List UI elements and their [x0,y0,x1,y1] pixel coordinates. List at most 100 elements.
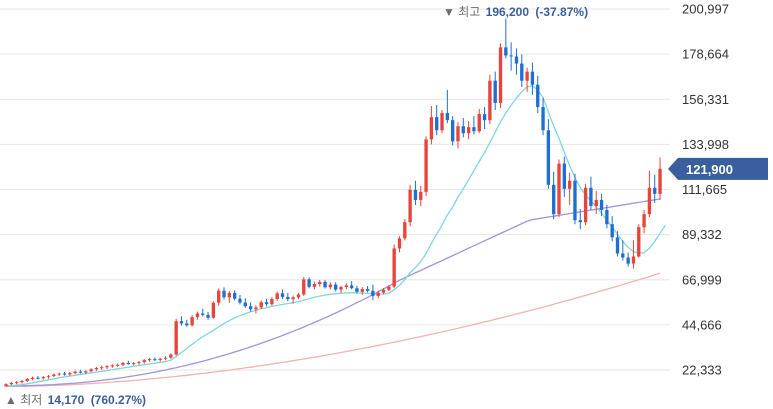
candle-body [275,293,279,299]
candle-body [142,360,146,363]
candle-body [615,237,620,254]
low-marker-prefix: ▲ 최저 [5,393,42,407]
candle [243,298,247,308]
candle [557,159,561,218]
candle-body [153,359,157,361]
candle-body [371,290,375,296]
candle-body [259,302,263,308]
candle-body [84,371,88,373]
candle-body [100,367,104,369]
candle [498,43,503,109]
candle [62,371,67,376]
candle [227,291,232,303]
candle-body [440,113,444,131]
candle [578,209,582,230]
candle [254,305,258,314]
candle [387,285,391,292]
candle [238,294,242,305]
candle-body [62,373,67,375]
candle [94,366,99,371]
candle [450,116,455,146]
candle-body [642,214,646,228]
candle [185,319,189,327]
candle [179,316,184,326]
candle [4,383,8,387]
candle [435,104,439,136]
current-price-badge-shape [668,157,768,180]
candle-body [302,279,306,295]
candle-body [9,382,13,385]
candle-body [68,373,72,375]
candle [248,302,253,312]
candle-body [573,180,577,221]
candle-body [647,187,652,215]
candle [126,360,130,365]
candle [482,106,487,130]
candle [472,116,476,135]
candle [599,193,604,217]
candle-body [94,368,99,370]
candle-body [73,371,77,374]
candle [344,283,348,290]
candle-body [653,187,657,194]
candle [461,118,465,138]
candle [610,216,614,242]
candle-body [557,163,561,215]
candle [291,295,295,304]
candle [46,374,51,379]
candle [514,48,519,75]
candle [605,204,609,229]
candle-body [131,363,136,365]
high-marker-value: 196,200 [486,5,530,19]
candle-body [450,120,455,142]
candle-body [25,378,29,381]
candle-body [365,289,370,291]
candle [530,62,535,95]
y-tick-label: 178,664 [682,47,729,62]
candle-body [291,297,295,300]
candle-body [552,184,556,215]
candle [536,75,540,114]
candle-body [637,227,641,257]
candle [413,180,418,205]
candle-body [397,238,402,249]
candle-body [658,168,662,194]
low-marker-value: 14,170 [48,393,85,407]
candle-body [115,364,120,366]
candle [589,176,593,211]
candle-body [334,284,338,290]
y-tick-label: 66,999 [682,272,722,287]
candle [169,353,173,359]
candle [100,365,104,370]
candle [30,376,35,381]
candle [270,297,274,306]
candle [163,356,168,361]
candle-body [387,286,391,290]
candle [339,285,343,293]
candle [131,361,136,366]
candle-body [461,126,465,134]
candle-body [541,106,545,131]
candle-body [589,187,593,206]
candle-body [286,296,290,300]
candle-body [509,55,513,57]
svg-text:▲ 최저 14,170 (760.2: ▲ 최저 14,170 (760.27%) [5,393,146,407]
candle [105,365,109,370]
candle-body [248,306,253,310]
high-marker-change: (-37.87%) [535,5,588,19]
candle-body [419,191,423,200]
candle-body [126,362,130,365]
candle-body [163,357,168,359]
candle [217,288,221,306]
candle [14,380,19,385]
candle-body [121,362,125,365]
candle-body [424,139,428,192]
candle-body [456,126,460,142]
candle [334,282,338,292]
candle-body [445,113,450,121]
candle [403,219,407,241]
candle [307,277,311,289]
high-price-marker: ▼ 최고 196,200 (-37.87%) [443,5,588,19]
candle-body [20,380,24,383]
candle-body [466,127,471,134]
